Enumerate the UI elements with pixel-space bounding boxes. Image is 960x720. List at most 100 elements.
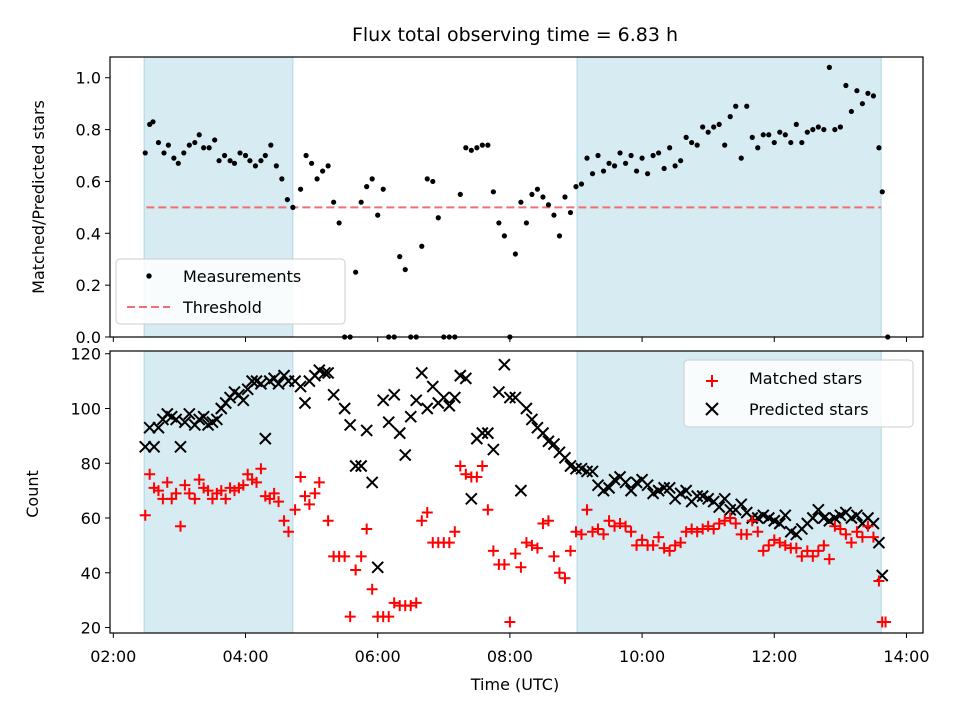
measurement-point [258,158,264,164]
measurement-point [206,145,212,151]
predicted-star-point [476,426,489,440]
top-y-axis-ticks: 0.0 0.2 0.4 0.6 0.8 1.0 [76,69,110,347]
matched-star-point [251,476,263,488]
matched-star-point [215,485,227,497]
predicted-star-point [806,511,820,525]
bottom-legend-box [683,359,914,428]
top-legend: Measurements Threshold [115,258,346,325]
matched-star-point [829,520,841,532]
predicted-star-point [272,377,285,391]
matched-star-point [598,528,610,540]
matched-star-point [664,545,676,557]
matched-star-point [553,567,565,579]
matched-star-point [509,548,521,560]
bottom-y-axis-label: Count [23,470,42,518]
predicted-star-point [443,399,456,412]
predicted-star-point [724,503,737,517]
matched-star-point [763,539,775,551]
measurement-point [468,147,474,153]
matched-star-point [873,575,885,587]
matched-star-point [856,531,868,543]
predicted-star-point [178,415,192,429]
measurement-point [760,132,766,138]
matched-star-point [570,526,582,538]
measurement-point [589,171,596,177]
matched-star-point [309,487,321,499]
matched-star-point [520,537,532,549]
measurement-point [227,158,233,164]
predicted-star-point [174,440,187,454]
matched-star-point [361,523,373,535]
predicted-star-point [327,388,340,402]
measurement-point [435,215,441,221]
predicted-star-point [143,421,156,434]
matched-star-point [680,526,692,538]
measurement-point [463,145,469,151]
matched-star-point [845,537,857,549]
measurement-point [689,139,695,146]
bottom-legend: Matched stars Predicted stars [683,359,914,428]
predicted-star-point [547,437,561,451]
matched-star-point [592,523,604,535]
measurement-point [430,178,436,185]
measurement-point [247,158,253,164]
bottom-x-tick-label: 06:00 [355,647,401,666]
measurement-point [192,139,198,146]
predicted-star-point [382,415,395,429]
predicted-star-point [641,478,654,492]
measurement-point [540,194,546,200]
matched-star-point [416,515,428,527]
matched-star-point [303,498,315,510]
measurement-point [175,160,181,166]
measurement-point [622,160,629,166]
measurement-point [870,93,877,99]
matched-star-point [636,534,648,546]
matched-star-point [581,504,593,516]
matched-star-point [564,545,576,557]
measurement-point [273,163,279,169]
matched-star-point [774,537,786,549]
predicted-star-point [393,426,406,440]
measurement-point [353,269,359,275]
measurement-point [749,134,755,140]
measurement-point [606,160,612,166]
predicted-star-point [459,372,473,385]
measurement-point [843,82,849,89]
matched-star-point [344,611,356,623]
matched-star-point [542,515,554,527]
matched-star-point [220,493,232,505]
bottom-x-tick-label: 04:00 [222,647,268,666]
measurement-point [744,103,750,109]
predicted-star-point [197,410,210,423]
predicted-star-point [536,426,550,440]
predicted-star-point [169,413,183,426]
measurement-point [501,233,507,239]
matched-star-point [152,485,164,497]
predicted-star-point [321,366,335,380]
matched-star-point [796,550,808,562]
top-y-axis-label: Matched/Predicted stars [29,100,48,294]
measurement-point [600,168,607,174]
matched-star-point [482,504,494,516]
matched-star-point [807,550,819,562]
bottom-y-tick-label: 20 [81,619,101,638]
measurement-point [479,142,485,148]
top-x-axis-ticks [112,337,907,342]
measurement-point [490,189,496,195]
bottom-y-tick-label: 80 [81,454,101,473]
matched-star-point [268,487,280,499]
top-shaded-intervals [143,56,882,338]
measurement-point [268,142,274,148]
measurement-point [788,139,794,146]
measurement-point [694,142,700,148]
predicted-star-point [663,481,676,495]
measurement-point [810,126,816,133]
predicted-star-point [338,402,351,415]
matched-star-point [620,520,632,532]
predicted-star-point [569,462,583,475]
measurement-point [237,150,243,156]
matched-star-point [515,561,527,573]
matched-star-point [202,485,214,497]
measurement-point [485,142,491,148]
measurement-point [419,243,425,249]
